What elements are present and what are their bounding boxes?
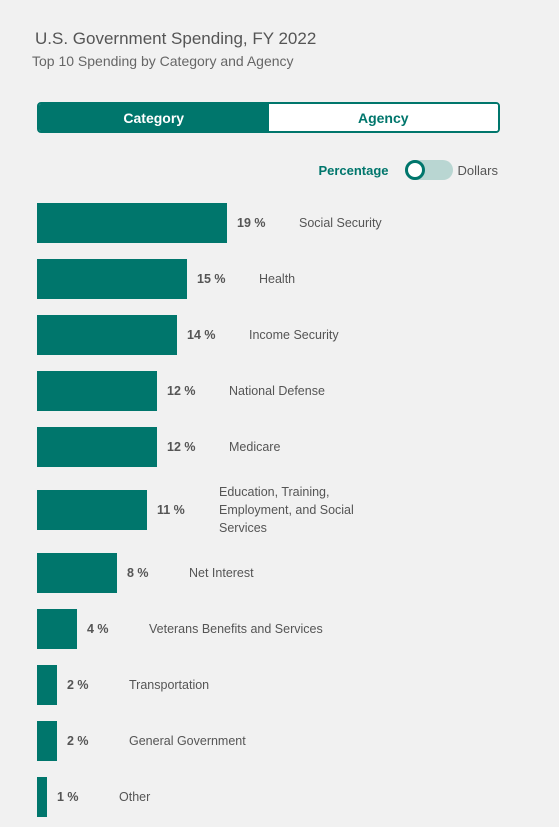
category-label-2: Income Security <box>249 328 339 342</box>
category-label-7: Veterans Benefits and Services <box>149 622 323 636</box>
view-segmented-control: Category Agency <box>37 102 500 133</box>
category-label-8: Transportation <box>129 678 209 692</box>
value-label-7: 4 % <box>87 622 109 636</box>
bar-7[interactable] <box>37 609 77 649</box>
value-label-1: 15 % <box>197 272 226 286</box>
percentage-label[interactable]: Percentage <box>318 162 389 178</box>
category-label-10: Other <box>119 790 150 804</box>
category-label-4: Medicare <box>229 440 280 454</box>
bar-6[interactable] <box>37 553 117 593</box>
category-label-5: Education, Training, Employment, and Soci… <box>219 485 354 535</box>
value-label-6: 8 % <box>127 566 149 580</box>
dollars-label[interactable]: Dollars <box>457 162 498 178</box>
value-label-8: 2 % <box>67 678 89 692</box>
bar-10[interactable] <box>37 777 47 817</box>
value-label-0: 19 % <box>237 216 266 230</box>
value-label-10: 1 % <box>57 790 79 804</box>
category-label-0: Social Security <box>299 216 382 230</box>
tab-agency[interactable]: Agency <box>268 104 498 131</box>
bar-4[interactable] <box>37 427 157 467</box>
bar-5[interactable] <box>37 490 147 530</box>
percentage-dollars-switch[interactable] <box>404 160 453 180</box>
category-label-9: General Government <box>129 734 246 748</box>
bar-2[interactable] <box>37 315 177 355</box>
chart-subtitle: Top 10 Spending by Category and Agency <box>32 53 294 69</box>
bar-8[interactable] <box>37 665 57 705</box>
bar-0[interactable] <box>37 203 227 243</box>
category-label-6: Net Interest <box>189 566 254 580</box>
category-label-1: Health <box>259 272 295 286</box>
unit-toggle-row: Percentage Dollars <box>318 160 498 180</box>
bar-9[interactable] <box>37 721 57 761</box>
value-label-9: 2 % <box>67 734 89 748</box>
switch-knob[interactable] <box>404 160 425 180</box>
tab-category[interactable]: Category <box>39 104 269 131</box>
value-label-5: 11 % <box>157 503 185 517</box>
value-label-3: 12 % <box>167 384 196 398</box>
bar-3[interactable] <box>37 371 157 411</box>
category-label-3: National Defense <box>229 384 325 398</box>
value-label-2: 14 % <box>187 328 216 342</box>
value-label-4: 12 % <box>167 440 196 454</box>
bar-1[interactable] <box>37 259 187 299</box>
chart-title: U.S. Government Spending, FY 2022 <box>35 29 317 48</box>
